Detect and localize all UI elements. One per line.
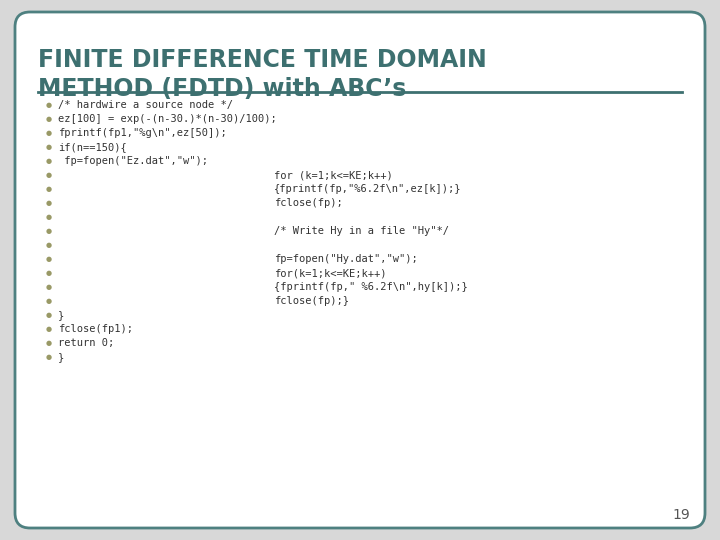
Text: ez[100] = exp(-(n-30.)*(n-30)/100);: ez[100] = exp(-(n-30.)*(n-30)/100); <box>58 114 276 124</box>
Text: fclose(fp1);: fclose(fp1); <box>58 324 133 334</box>
Text: for (k=1;k<=KE;k++): for (k=1;k<=KE;k++) <box>274 170 392 180</box>
Text: return 0;: return 0; <box>58 338 114 348</box>
Text: fclose(fp);: fclose(fp); <box>274 198 343 208</box>
Text: /* Write Hy in a file "Hy"*/: /* Write Hy in a file "Hy"*/ <box>274 226 449 236</box>
Text: ●: ● <box>46 354 52 360</box>
Text: {fprintf(fp,"%6.2f\n",ez[k]);}: {fprintf(fp,"%6.2f\n",ez[k]);} <box>274 184 462 194</box>
Text: ●: ● <box>46 270 52 276</box>
Text: ●: ● <box>46 116 52 122</box>
Text: ●: ● <box>46 228 52 234</box>
Text: ●: ● <box>46 284 52 290</box>
Text: METHOD (FDTD) with ABC’s: METHOD (FDTD) with ABC’s <box>38 77 406 101</box>
Text: ●: ● <box>46 256 52 262</box>
Text: ●: ● <box>46 242 52 248</box>
Text: ●: ● <box>46 102 52 108</box>
Text: /* hardwire a source node */: /* hardwire a source node */ <box>58 100 233 110</box>
Text: ●: ● <box>46 186 52 192</box>
Text: if(n==150){: if(n==150){ <box>58 142 127 152</box>
Text: fclose(fp);}: fclose(fp);} <box>274 296 349 306</box>
Text: }: } <box>58 310 64 320</box>
Text: ●: ● <box>46 298 52 304</box>
Text: ●: ● <box>46 130 52 136</box>
Text: ●: ● <box>46 172 52 178</box>
Text: fprintf(fp1,"%g\n",ez[50]);: fprintf(fp1,"%g\n",ez[50]); <box>58 128 227 138</box>
Text: ●: ● <box>46 326 52 332</box>
Text: ●: ● <box>46 200 52 206</box>
Text: for(k=1;k<=KE;k++): for(k=1;k<=KE;k++) <box>274 268 387 278</box>
Text: 19: 19 <box>672 508 690 522</box>
FancyBboxPatch shape <box>15 12 705 528</box>
Text: }: } <box>58 352 64 362</box>
Text: ●: ● <box>46 144 52 150</box>
Text: fp=fopen("Ez.dat","w");: fp=fopen("Ez.dat","w"); <box>58 156 208 166</box>
Text: fp=fopen("Hy.dat","w");: fp=fopen("Hy.dat","w"); <box>274 254 418 264</box>
Text: FINITE DIFFERENCE TIME DOMAIN: FINITE DIFFERENCE TIME DOMAIN <box>38 48 487 72</box>
Text: {fprintf(fp," %6.2f\n",hy[k]);}: {fprintf(fp," %6.2f\n",hy[k]);} <box>274 282 468 292</box>
Text: ●: ● <box>46 158 52 164</box>
Text: ●: ● <box>46 340 52 346</box>
Text: ●: ● <box>46 214 52 220</box>
Text: ●: ● <box>46 312 52 318</box>
